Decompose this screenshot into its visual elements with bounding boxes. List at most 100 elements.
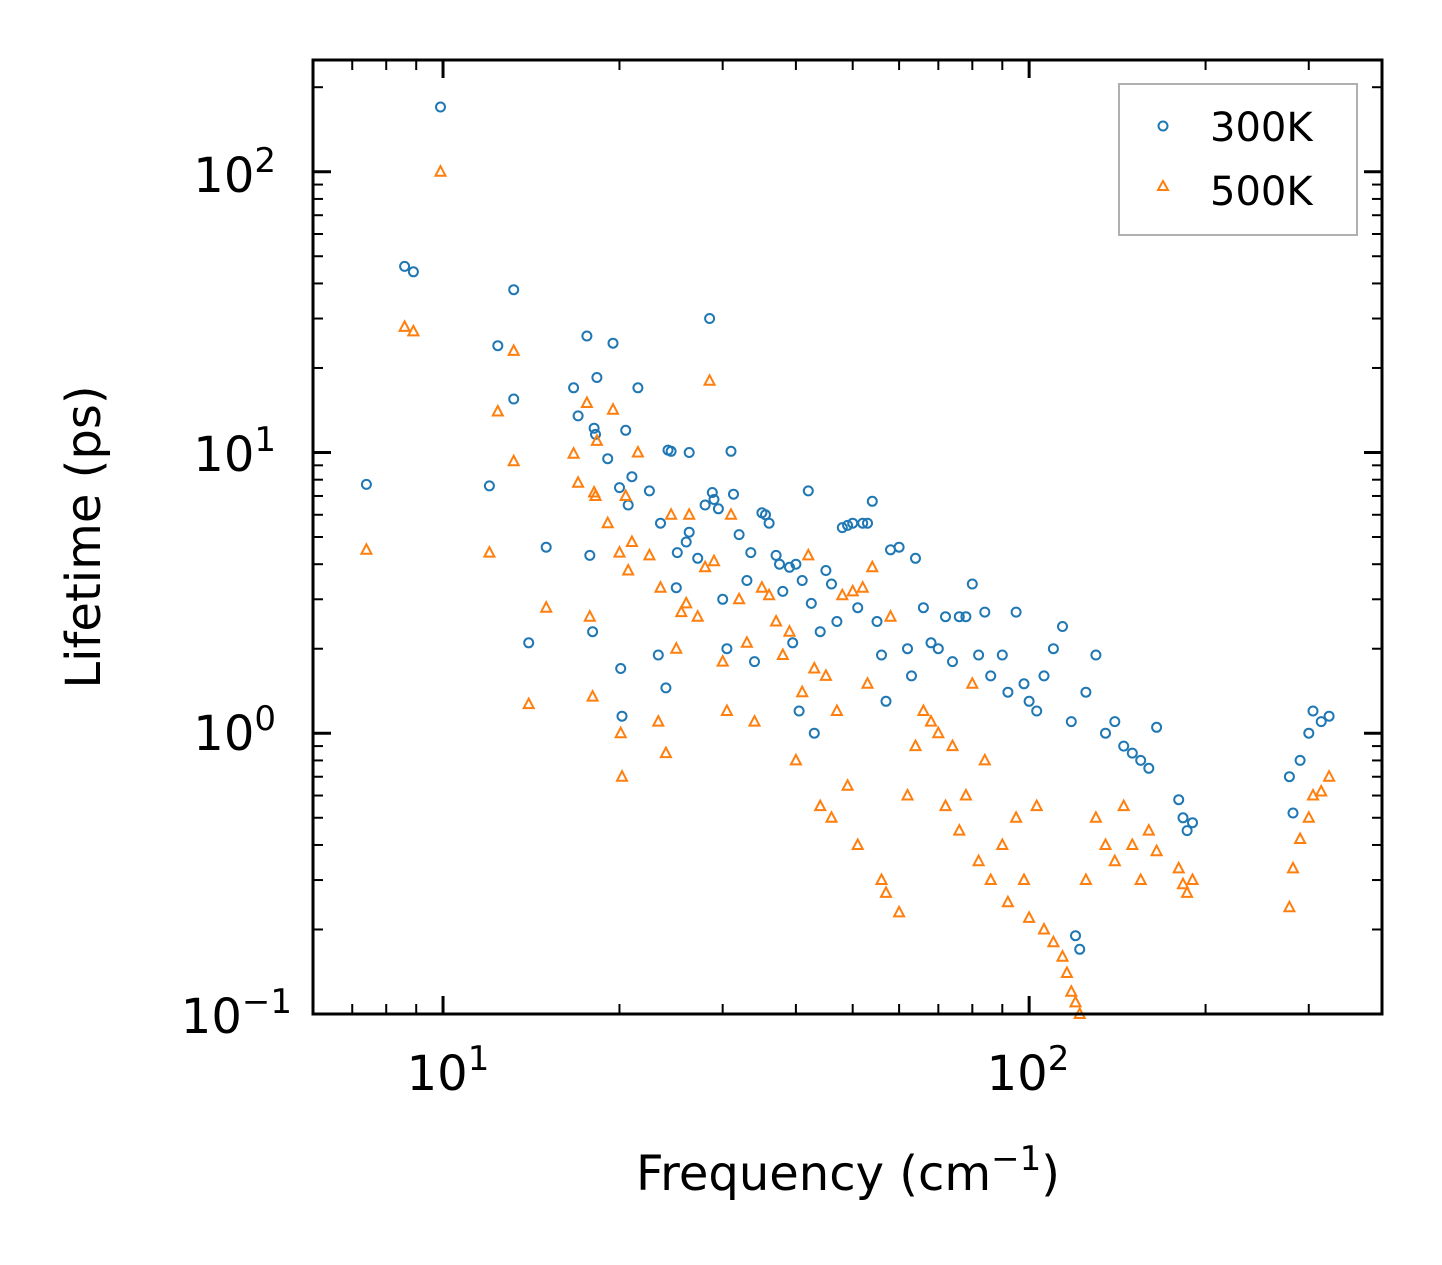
point-300k [1181, 825, 1193, 837]
point-300k [947, 656, 958, 668]
point-300k [1109, 716, 1121, 728]
point-500k [1108, 853, 1122, 867]
point-500k [397, 319, 412, 332]
point-500k [642, 547, 657, 561]
point-300k [614, 482, 625, 494]
point-300k [826, 578, 837, 590]
point-300k [745, 547, 757, 559]
point-500k [924, 713, 938, 727]
point-500k [1030, 798, 1044, 812]
point-500k [433, 164, 448, 177]
legend-box [1118, 83, 1358, 236]
point-500k [1149, 843, 1164, 857]
point-500k [651, 713, 665, 727]
point-500k [625, 534, 639, 547]
point-500k [1314, 783, 1328, 797]
point-500k [807, 660, 821, 674]
point-500k [359, 542, 374, 555]
point-300k [587, 626, 599, 638]
point-300k [660, 682, 672, 694]
point-500k [679, 595, 693, 609]
point-500k [959, 787, 973, 801]
point-300k [1151, 721, 1163, 733]
point-500k [865, 559, 879, 573]
point-300k [671, 547, 683, 559]
point-500k [619, 488, 633, 501]
point-300k [620, 424, 632, 436]
point-300k [733, 529, 745, 541]
point-300k [483, 480, 495, 492]
point-300k [725, 445, 737, 457]
point-500k [606, 402, 620, 415]
point-500k [724, 507, 738, 520]
point-500k [769, 613, 783, 627]
point-500k [588, 488, 603, 501]
point-300k [960, 611, 972, 623]
point-300k [1080, 686, 1092, 698]
point-500k [984, 872, 998, 885]
point-500k [491, 403, 505, 417]
point-300k [1100, 727, 1111, 739]
point-300k [808, 727, 820, 739]
point-300k [1118, 740, 1130, 752]
point-500k [1009, 810, 1023, 823]
point-300k [1002, 686, 1014, 698]
point-500k [682, 507, 696, 520]
point-300k [741, 575, 753, 586]
point-300k [692, 552, 704, 564]
point-500k [846, 583, 860, 597]
point-500k [1180, 885, 1194, 898]
y-tick-label-1: 100 [193, 699, 276, 762]
point-500k [860, 676, 875, 689]
point-500k [1185, 872, 1200, 885]
point-500k [522, 696, 536, 710]
point-300k [626, 471, 638, 483]
point-500k [883, 609, 898, 622]
point-300k [749, 656, 760, 668]
point-500k [1125, 837, 1139, 850]
legend-label-300k: 300K [1210, 105, 1314, 151]
point-300k [360, 478, 372, 490]
point-500k [938, 798, 953, 812]
legend-marker-500k [1156, 178, 1170, 191]
legend-label-500k: 500K [1210, 169, 1314, 215]
point-300k [973, 649, 985, 661]
point-300k [706, 487, 718, 498]
point-300k [712, 503, 724, 515]
point-500k [580, 395, 594, 408]
point-300k [979, 606, 991, 618]
point-500k [835, 587, 849, 601]
point-300k [704, 313, 716, 324]
point-300k [876, 649, 887, 661]
point-500k [716, 653, 730, 667]
point-300k [857, 517, 869, 529]
point-300k [540, 541, 552, 553]
point-300k [814, 626, 826, 638]
point-300k [906, 670, 917, 682]
point-300k [1038, 670, 1050, 682]
point-500k [931, 725, 945, 739]
point-300k [1294, 754, 1306, 766]
point-300k [862, 517, 873, 529]
point-500k [801, 547, 815, 561]
point-300k [985, 670, 997, 682]
point-300k [820, 565, 832, 576]
point-500k [1142, 822, 1156, 836]
point-300k [683, 447, 695, 458]
point-300k [568, 382, 580, 394]
point-300k [665, 445, 677, 457]
point-300k [940, 611, 951, 623]
point-300k [602, 453, 614, 465]
point-300k [588, 422, 600, 434]
point-300k [1057, 621, 1068, 632]
point-300k [607, 337, 619, 349]
point-500k [590, 433, 604, 446]
point-500k [945, 738, 960, 752]
point-300k [616, 710, 628, 722]
point-300k [1307, 705, 1319, 717]
point-300k [652, 649, 664, 661]
point-300k [774, 558, 785, 570]
point-300k [917, 602, 929, 614]
point-500k [583, 609, 597, 622]
